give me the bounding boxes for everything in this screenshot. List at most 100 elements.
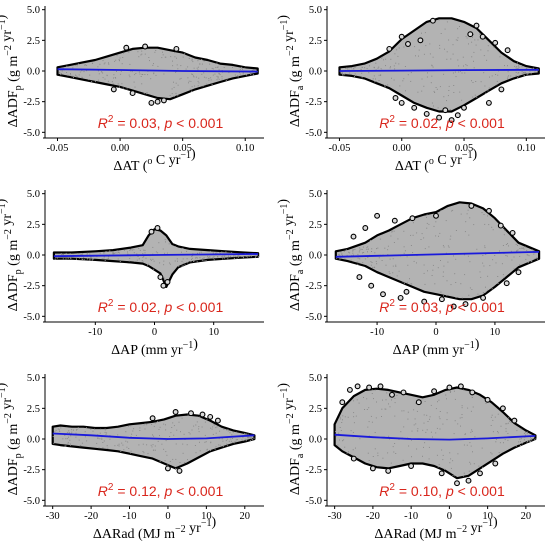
scatter-point bbox=[398, 33, 405, 40]
y-tick-label: -5.0 bbox=[23, 312, 40, 323]
y-tick-label: -2.5 bbox=[23, 281, 40, 292]
scatter-point bbox=[486, 207, 492, 214]
scatter-point bbox=[467, 31, 474, 38]
plot-area bbox=[52, 225, 260, 289]
scatter-point bbox=[368, 282, 375, 289]
scatter-point bbox=[462, 301, 469, 308]
y-tick-label: 0.0 bbox=[309, 435, 322, 446]
scatter-point bbox=[461, 104, 467, 111]
scatter-panel-6: -5.0 -2.5 0.0 2.5 5.0 -30 -20 -10 0 10 20 ΔARad (MJ… bbox=[276, 373, 545, 542]
scatter-point bbox=[465, 477, 472, 484]
plot-area bbox=[333, 383, 537, 487]
fit-line bbox=[339, 68, 539, 72]
x-axis-label: ΔAP (mm yr−1) bbox=[393, 337, 480, 358]
scatter-point bbox=[350, 233, 357, 240]
scatter-point bbox=[429, 17, 436, 24]
x-tick-label: 20 bbox=[521, 511, 532, 522]
x-tick-label: 0.05 bbox=[173, 143, 191, 154]
scatter-point bbox=[148, 228, 155, 235]
x-tick-label: -30 bbox=[328, 511, 342, 522]
x-tick-label: -10 bbox=[404, 511, 418, 522]
y-tick-label: 2.5 bbox=[309, 36, 322, 47]
scatter-point bbox=[110, 86, 117, 93]
y-tick-label: 5.0 bbox=[309, 373, 322, 384]
x-axis-label: ΔARad (MJ m−2 yr−1) bbox=[93, 515, 217, 542]
scatter-point bbox=[172, 409, 179, 415]
scatter-point bbox=[442, 107, 449, 114]
scatter-point bbox=[123, 44, 130, 51]
scatter-point bbox=[397, 294, 404, 301]
scatter-point bbox=[403, 288, 410, 295]
scatter-point bbox=[392, 95, 399, 101]
y-tick-label: 0.0 bbox=[27, 67, 40, 78]
scatter-point bbox=[480, 294, 487, 301]
scatter-panel-2: -5.0 -2.5 0.0 2.5 5.0 -0.05 0.00 0.05 0.10 ΔAT (o… bbox=[276, 5, 545, 174]
scatter-point bbox=[415, 399, 422, 406]
x-tick-label: -0.05 bbox=[47, 143, 69, 154]
point-cloud bbox=[333, 386, 537, 480]
x-tick-label: 0.05 bbox=[455, 143, 473, 154]
point-cloud bbox=[51, 413, 256, 470]
y-tick-label: -2.5 bbox=[23, 465, 40, 476]
scatter-point bbox=[164, 465, 171, 472]
y-tick-label: -2.5 bbox=[23, 97, 40, 108]
scatter-point bbox=[469, 389, 476, 396]
scatter-point bbox=[149, 415, 156, 422]
point-cloud bbox=[52, 228, 260, 288]
y-tick-label: -5.0 bbox=[305, 128, 322, 139]
cloud-texture bbox=[335, 389, 537, 477]
y-tick-label: 0.0 bbox=[309, 251, 322, 262]
scatter-point bbox=[417, 37, 424, 44]
scatter-point bbox=[366, 384, 373, 391]
y-tick-label: 5.0 bbox=[309, 5, 322, 16]
scatter-point bbox=[438, 296, 445, 303]
r2-annotation: R2 = 0.10, p < 0.001 bbox=[379, 482, 505, 499]
scatter-point bbox=[492, 460, 499, 467]
scatter-point bbox=[400, 389, 407, 396]
y-tick-label: 5.0 bbox=[27, 5, 40, 16]
x-axis-label: ΔAP (mm yr−1) bbox=[111, 337, 198, 358]
y-tick-label: -5.0 bbox=[23, 496, 40, 507]
scatter-point bbox=[160, 97, 167, 104]
y-tick-label: 5.0 bbox=[27, 373, 40, 384]
scatter-point bbox=[398, 99, 405, 106]
x-tick-label: 0 bbox=[165, 511, 170, 522]
cloud-texture bbox=[52, 414, 255, 470]
x-tick-label: 10 bbox=[490, 327, 501, 338]
y-axis-label: ΔADFa (g m−2 yr−1) bbox=[276, 199, 306, 311]
scatter-point bbox=[499, 405, 506, 412]
x-tick-label: 0 bbox=[152, 327, 157, 338]
x-axis-label: ΔARad (MJ m−2 yr−1) bbox=[374, 515, 498, 542]
y-tick-label: 0.0 bbox=[27, 251, 40, 262]
scatter-point bbox=[503, 280, 510, 287]
y-tick-label: 0.0 bbox=[27, 435, 40, 446]
x-tick-label: 10 bbox=[201, 511, 212, 522]
x-tick-label: 0.10 bbox=[236, 143, 254, 154]
x-tick-label: 20 bbox=[240, 511, 251, 522]
scatter-point bbox=[504, 47, 511, 54]
y-tick-label: 0.0 bbox=[309, 67, 322, 78]
y-tick-label: 2.5 bbox=[27, 36, 40, 47]
scatter-point bbox=[477, 470, 483, 477]
scatter-panel-1: -5.0 -2.5 0.0 2.5 5.0 -0.05 0.00 0.05 0.10 ΔAT (o… bbox=[0, 5, 264, 174]
scatter-point bbox=[391, 217, 398, 224]
x-tick-label: 10 bbox=[208, 327, 219, 338]
x-axis-label: ΔAT (o C yr−1) bbox=[395, 147, 478, 174]
x-axis-label: ΔAT (o C yr−1) bbox=[113, 147, 196, 174]
y-tick-label: -5.0 bbox=[23, 128, 40, 139]
scatter-point bbox=[421, 298, 428, 305]
r2-annotation: R2 = 0.02, p < 0.001 bbox=[379, 114, 505, 131]
scatter-point bbox=[207, 413, 214, 420]
scatter-point bbox=[492, 39, 499, 46]
scatter-point bbox=[479, 33, 486, 40]
point-cloud bbox=[56, 46, 259, 101]
scatter-point bbox=[497, 222, 504, 229]
scatter-point bbox=[408, 463, 415, 469]
scatter-point bbox=[436, 114, 443, 121]
point-cloud bbox=[334, 201, 541, 301]
scatter-point bbox=[346, 386, 353, 393]
y-tick-label: 2.5 bbox=[309, 404, 322, 415]
x-tick-label: -0.05 bbox=[329, 143, 351, 154]
y-axis-label: ΔADFa (g m−2 yr−1) bbox=[276, 15, 306, 127]
y-tick-label: -2.5 bbox=[305, 281, 322, 292]
